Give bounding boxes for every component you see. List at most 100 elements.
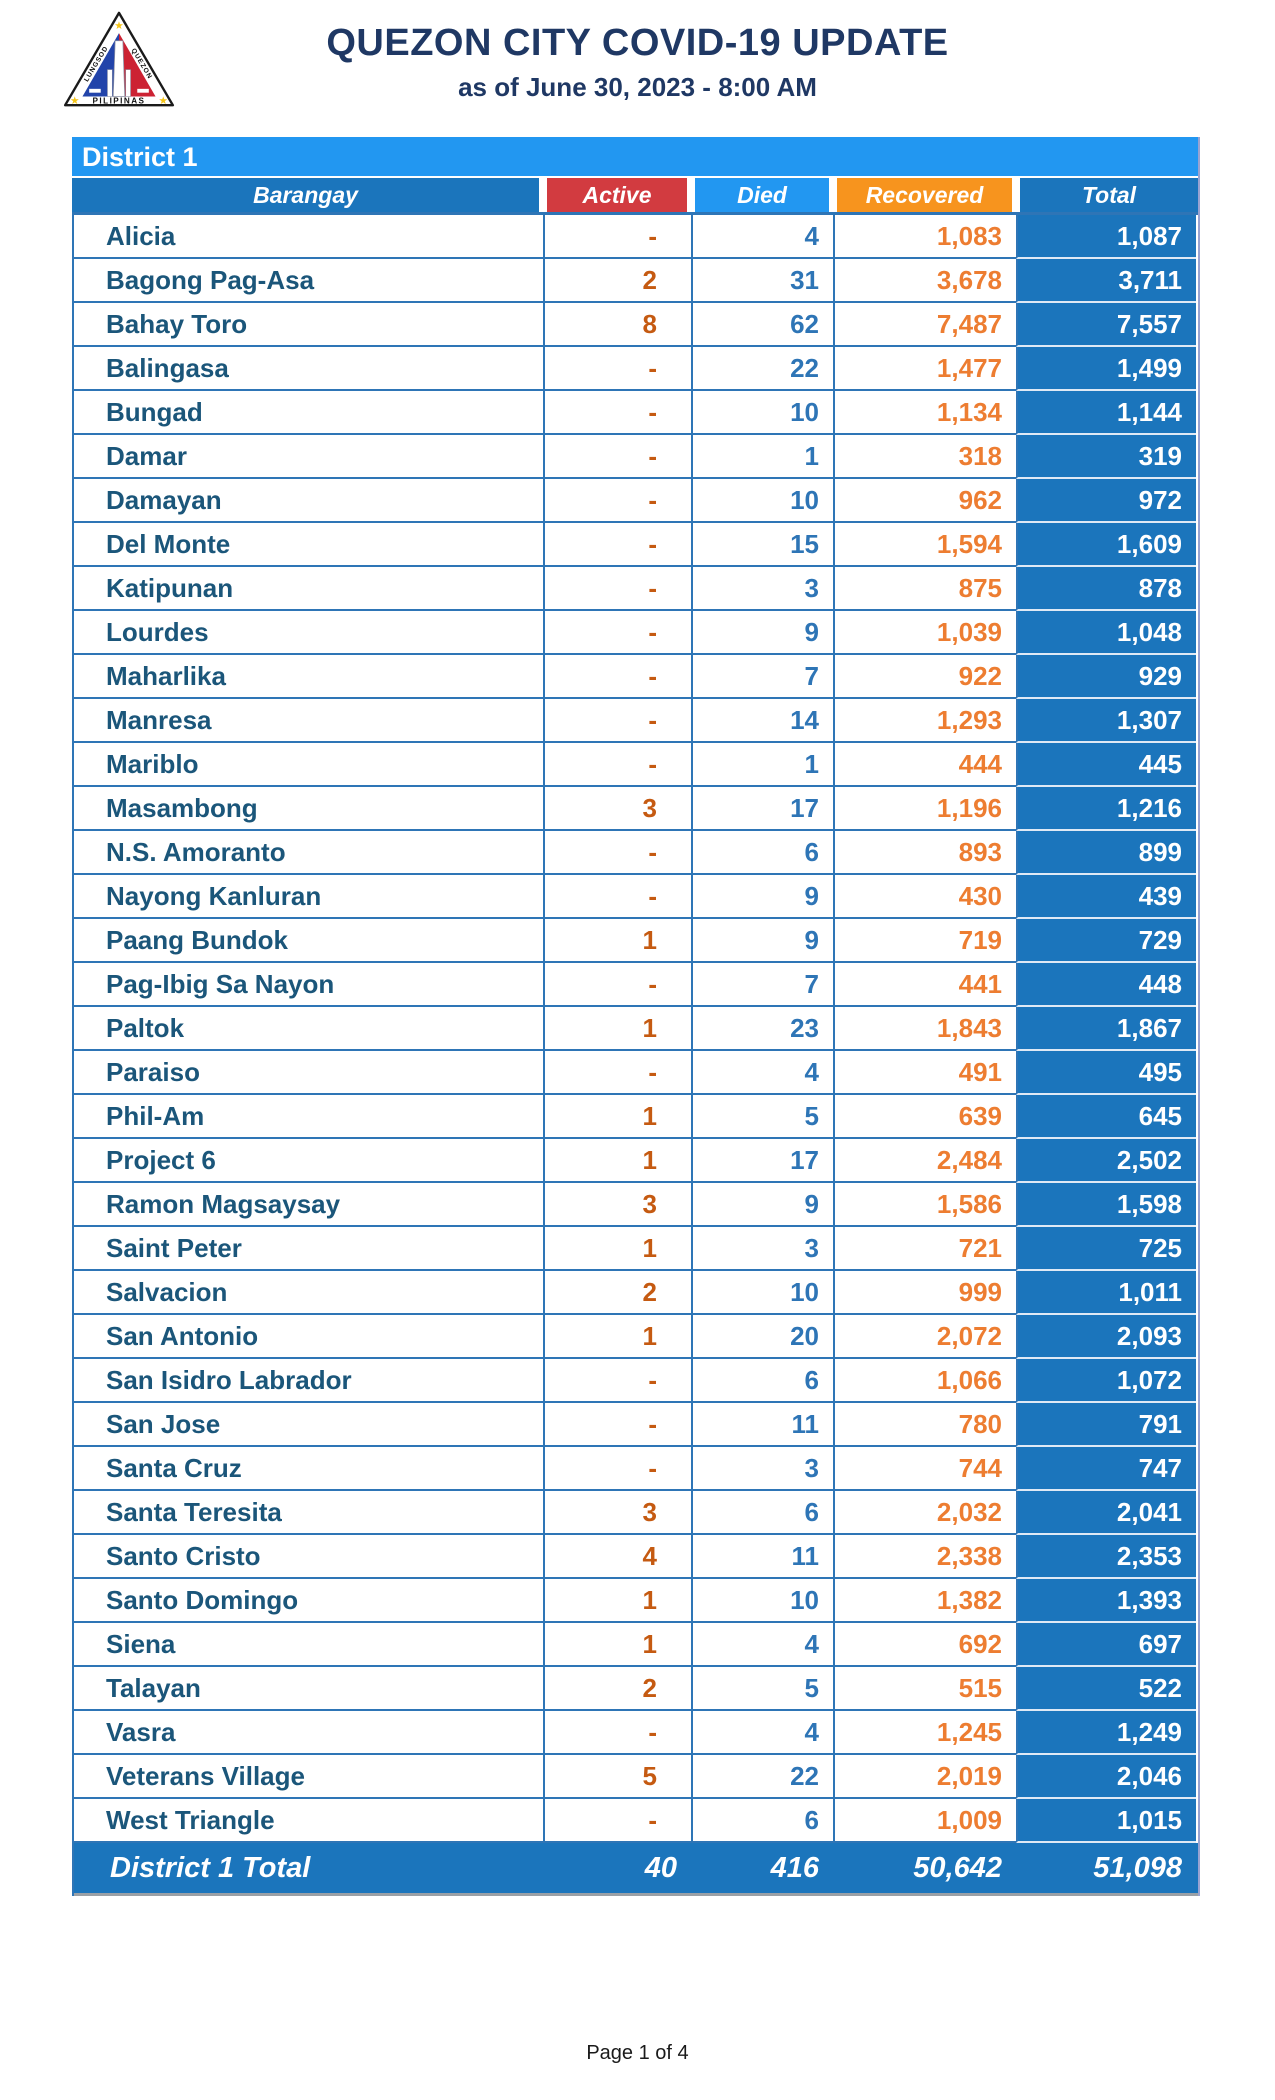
- barangay-name-cell: Ramon Magsaysay: [74, 1183, 543, 1227]
- died-cell: 17: [691, 1139, 833, 1183]
- total-cell: 1,011: [1016, 1271, 1196, 1315]
- table-row: West Triangle - 6 1,009 1,015: [74, 1799, 1198, 1843]
- recovered-cell: 999: [833, 1271, 1016, 1315]
- total-cell: 1,249: [1016, 1711, 1196, 1755]
- total-cell: 2,093: [1016, 1315, 1196, 1359]
- died-cell: 3: [691, 1227, 833, 1271]
- barangay-name-cell: Damar: [74, 435, 543, 479]
- total-cell: 929: [1016, 655, 1196, 699]
- barangay-name-cell: Damayan: [74, 479, 543, 523]
- recovered-cell: 2,032: [833, 1491, 1016, 1535]
- active-cell: 1: [543, 1095, 691, 1139]
- table-row: Santa Cruz - 3 744 747: [74, 1447, 1198, 1491]
- died-cell: 22: [691, 1755, 833, 1799]
- died-cell: 22: [691, 347, 833, 391]
- recovered-cell: 780: [833, 1403, 1016, 1447]
- recovered-cell: 1,009: [833, 1799, 1016, 1843]
- recovered-cell: 744: [833, 1447, 1016, 1491]
- barangay-name-cell: Pag-Ibig Sa Nayon: [74, 963, 543, 1007]
- barangay-name-cell: Alicia: [74, 215, 543, 259]
- barangay-name-cell: Nayong Kanluran: [74, 875, 543, 919]
- barangay-name-cell: Maharlika: [74, 655, 543, 699]
- recovered-cell: 922: [833, 655, 1016, 699]
- active-cell: 2: [543, 1271, 691, 1315]
- died-cell: 31: [691, 259, 833, 303]
- died-cell: 3: [691, 1447, 833, 1491]
- recovered-cell: 719: [833, 919, 1016, 963]
- recovered-cell: 1,039: [833, 611, 1016, 655]
- barangay-name-cell: Paltok: [74, 1007, 543, 1051]
- table-row: San Antonio 1 20 2,072 2,093: [74, 1315, 1198, 1359]
- table-row: Masambong 3 17 1,196 1,216: [74, 787, 1198, 831]
- total-cell: 1,393: [1016, 1579, 1196, 1623]
- active-cell: -: [543, 699, 691, 743]
- barangay-name-cell: Lourdes: [74, 611, 543, 655]
- barangay-name-cell: Bagong Pag-Asa: [74, 259, 543, 303]
- column-header-barangay: Barangay: [72, 178, 539, 212]
- died-cell: 10: [691, 1271, 833, 1315]
- recovered-cell: 1,843: [833, 1007, 1016, 1051]
- recovered-cell: 430: [833, 875, 1016, 919]
- barangay-name-cell: Del Monte: [74, 523, 543, 567]
- died-cell: 23: [691, 1007, 833, 1051]
- died-cell: 5: [691, 1667, 833, 1711]
- active-cell: -: [543, 1403, 691, 1447]
- total-cell: 3,711: [1016, 259, 1196, 303]
- total-cell: 1,598: [1016, 1183, 1196, 1227]
- died-cell: 6: [691, 1799, 833, 1843]
- total-cell: 1,048: [1016, 611, 1196, 655]
- seal-gavel: [137, 88, 149, 93]
- total-cell: 729: [1016, 919, 1196, 963]
- table-row: San Jose - 11 780 791: [74, 1403, 1198, 1447]
- total-cell: 725: [1016, 1227, 1196, 1271]
- barangay-name-cell: Project 6: [74, 1139, 543, 1183]
- barangay-name-cell: Paraiso: [74, 1051, 543, 1095]
- total-cell: 972: [1016, 479, 1196, 523]
- active-cell: 1: [543, 1315, 691, 1359]
- total-row-died: 416: [770, 1851, 819, 1884]
- total-cell: 439: [1016, 875, 1196, 919]
- total-cell: 7,557: [1016, 303, 1196, 347]
- table-row: San Isidro Labrador - 6 1,066 1,072: [74, 1359, 1198, 1403]
- died-cell: 9: [691, 919, 833, 963]
- active-cell: 3: [543, 1491, 691, 1535]
- recovered-cell: 2,019: [833, 1755, 1016, 1799]
- table-body: Alicia - 4 1,083 1,087 Bagong Pag-Asa 2 …: [72, 212, 1198, 1896]
- died-cell: 10: [691, 479, 833, 523]
- died-cell: 6: [691, 831, 833, 875]
- barangay-name-cell: West Triangle: [74, 1799, 543, 1843]
- total-cell: 448: [1016, 963, 1196, 1007]
- table-row: Vasra - 4 1,245 1,249: [74, 1711, 1198, 1755]
- column-header-total: Total: [1020, 178, 1198, 212]
- seal-text-pilipinas: PILIPINAS: [93, 96, 146, 105]
- active-cell: -: [543, 1799, 691, 1843]
- recovered-cell: 444: [833, 743, 1016, 787]
- recovered-cell: 875: [833, 567, 1016, 611]
- barangay-name-cell: Santo Domingo: [74, 1579, 543, 1623]
- active-cell: -: [543, 435, 691, 479]
- table-row: Pag-Ibig Sa Nayon - 7 441 448: [74, 963, 1198, 1007]
- barangay-name-cell: Saint Peter: [74, 1227, 543, 1271]
- total-cell: 645: [1016, 1095, 1196, 1139]
- active-cell: -: [543, 875, 691, 919]
- recovered-cell: 1,477: [833, 347, 1016, 391]
- table-row: Paltok 1 23 1,843 1,867: [74, 1007, 1198, 1051]
- died-cell: 7: [691, 655, 833, 699]
- barangay-name-cell: Masambong: [74, 787, 543, 831]
- died-cell: 20: [691, 1315, 833, 1359]
- active-cell: 5: [543, 1755, 691, 1799]
- seal-boat: [89, 88, 101, 93]
- died-cell: 14: [691, 699, 833, 743]
- recovered-cell: 893: [833, 831, 1016, 875]
- died-cell: 1: [691, 435, 833, 479]
- district-banner: District 1: [72, 137, 1198, 178]
- died-cell: 17: [691, 787, 833, 831]
- total-cell: 1,216: [1016, 787, 1196, 831]
- total-cell: 1,867: [1016, 1007, 1196, 1051]
- active-cell: -: [543, 655, 691, 699]
- total-cell: 1,307: [1016, 699, 1196, 743]
- table-row: Siena 1 4 692 697: [74, 1623, 1198, 1667]
- total-cell: 2,046: [1016, 1755, 1196, 1799]
- total-cell: 2,502: [1016, 1139, 1196, 1183]
